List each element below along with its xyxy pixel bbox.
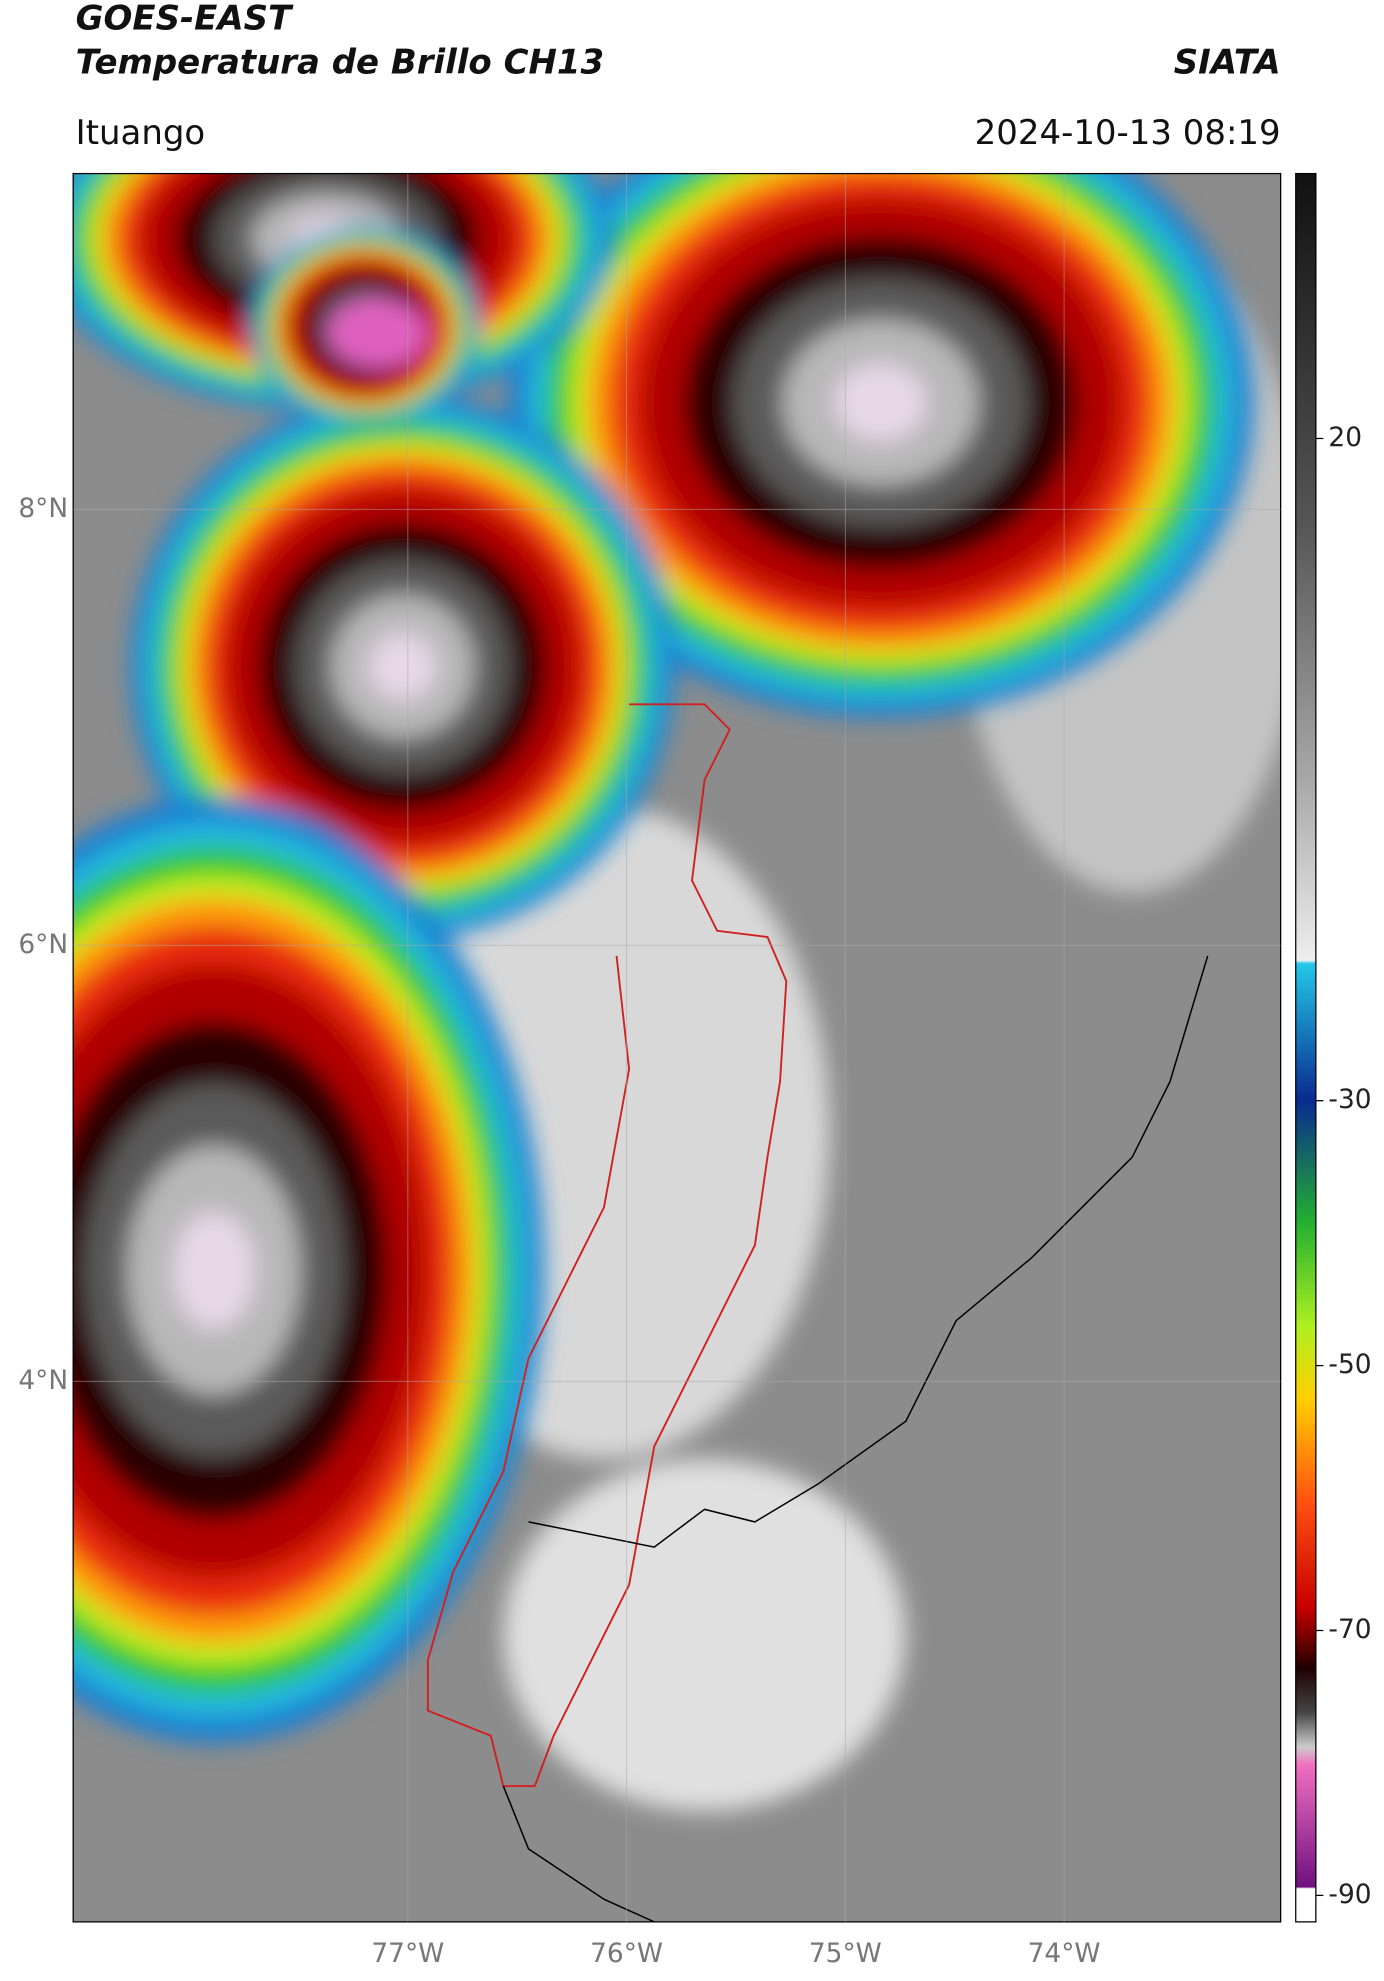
y-tick-label: 6°N [18,929,68,960]
colorbar-tick-label: 20 [1328,422,1362,453]
x-tick-label: 74°W [1028,1938,1101,1969]
colorbar-tick-label: -30 [1328,1084,1371,1115]
map-frame [72,172,1282,1923]
brand: SIATA [1174,43,1281,83]
datetime: 2024-10-13 08:19 [975,113,1281,153]
cloud [173,1212,255,1329]
x-tick-label: 77°W [371,1938,444,1969]
cloud-core [327,298,428,369]
cloud [834,363,927,442]
x-tick-label: 76°W [590,1938,663,1969]
satellite-image [73,173,1281,1922]
colorbar-tick-label: -50 [1328,1349,1371,1380]
y-tick-label: 4°N [18,1365,68,1396]
cloud [369,633,437,701]
colorbar-tick-label: -70 [1328,1614,1371,1645]
location: Ituango [76,113,206,153]
x-tick-label: 75°W [809,1938,882,1969]
title: Temperatura de Brillo CH13 [76,43,604,83]
title: GOES-EAST [76,0,294,39]
colorbar [1295,172,1317,1923]
colorbar-tick-label: -90 [1328,1879,1371,1910]
y-tick-label: 8°N [18,493,68,524]
